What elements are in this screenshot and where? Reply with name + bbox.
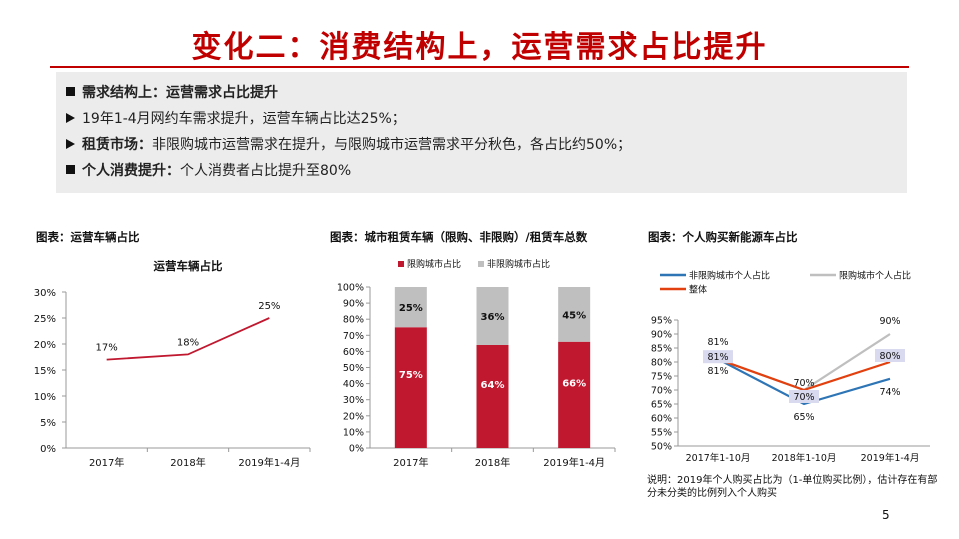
data-label: 65% [793, 412, 814, 423]
y-tick-label: 20% [343, 411, 364, 422]
title-divider [50, 66, 909, 68]
y-tick-label: 80% [343, 315, 364, 326]
y-tick-label: 95% [651, 316, 672, 327]
bar-segment [394, 327, 427, 448]
data-label: 18% [177, 337, 199, 348]
x-tick-label: 2018年 [170, 456, 205, 469]
y-tick-label: 90% [651, 330, 672, 341]
bullet-rental-market: 租赁市场：非限购城市运营需求在提升，与限购城市运营需求平分秋色，各占比约50%； [66, 132, 907, 158]
bar-segment [476, 344, 509, 448]
x-tick-label: 2017年 [89, 456, 124, 469]
legend-label: 整体 [689, 284, 707, 296]
x-tick-label: 2018年1-10月 [772, 452, 837, 464]
bullet-bold: 需求结构上：运营需求占比提升 [82, 85, 278, 101]
data-label: 80% [879, 351, 900, 362]
page-number: 5 [882, 508, 890, 522]
y-tick-label: 5% [40, 418, 56, 429]
y-tick-label: 30% [34, 288, 56, 299]
bar-segment [394, 287, 427, 328]
bar-segment [558, 287, 591, 342]
legend-label: 非限购城市占比 [487, 258, 550, 270]
bullet-bold: 个人消费提升： [82, 163, 180, 179]
y-tick-label: 15% [34, 366, 56, 377]
y-tick-label: 50% [343, 363, 364, 374]
y-tick-label: 20% [34, 340, 56, 351]
y-tick-label: 40% [343, 379, 364, 390]
chart3-caption: 图表：个人购买新能源车占比 [648, 230, 798, 244]
data-label: 81% [707, 337, 728, 348]
data-label-box [875, 349, 905, 362]
page-title: 变化二：消费结构上，运营需求占比提升 [191, 30, 768, 65]
bullet-text: 19年1-4月网约车需求提升，运营车辆占比达25%； [82, 111, 406, 127]
y-tick-label: 60% [651, 414, 672, 425]
legend-label: 限购城市占比 [407, 258, 461, 270]
bar-label: 36% [481, 312, 505, 323]
chart1-caption: 图表：运营车辆占比 [36, 230, 140, 244]
data-label: 81% [707, 352, 728, 363]
bar-label: 64% [481, 380, 505, 391]
y-tick-label: 0% [349, 444, 364, 455]
y-tick-label: 85% [651, 344, 672, 355]
bullet-demand-structure: 需求结构上：运营需求占比提升 [66, 80, 907, 106]
legend-swatch [478, 261, 484, 267]
y-tick-label: 10% [343, 427, 364, 438]
operating-vehicle-line-chart: 运营车辆占比 0% 5% 10% 15% 20% 25% 30% 2017年 2018年 2019年… [34, 259, 311, 469]
series-line [717, 358, 891, 406]
bullet-personal-consumption: 个人消费提升：个人消费者占比提升至80% [66, 158, 907, 184]
x-tick-label: 2017年1-10月 [686, 452, 751, 464]
data-label-box [703, 350, 733, 364]
data-label: 25% [258, 301, 280, 312]
y-tick-label: 70% [343, 331, 364, 342]
x-tick-label: 2019年1-4月 [543, 456, 605, 469]
bar-segment [476, 287, 509, 345]
bar-label: 66% [562, 378, 586, 389]
y-tick-label: 50% [651, 442, 672, 453]
square-bullet-icon [66, 87, 75, 96]
y-tick-label: 30% [343, 395, 364, 406]
square-bullet-icon [66, 165, 75, 174]
x-tick-label: 2017年 [393, 456, 428, 469]
data-label: 90% [879, 316, 900, 327]
data-label: 17% [96, 343, 118, 354]
y-tick-label: 60% [343, 347, 364, 358]
data-label: 70% [793, 392, 814, 403]
y-tick-label: 70% [651, 386, 672, 397]
legend-swatch [398, 261, 404, 267]
bullet-text: 个人消费者占比提升至80% [180, 163, 352, 179]
summary-box: 需求结构上：运营需求占比提升 19年1-4月网约车需求提升，运营车辆占比达25%… [56, 72, 907, 193]
y-tick-label: 55% [651, 428, 672, 439]
chart3-note: 说明：2019年个人购买占比为（1-单位购买比例），估计存在有部分未分类的比例列… [647, 475, 938, 499]
x-tick-label: 2019年1-4月 [238, 456, 300, 469]
y-tick-label: 100% [337, 283, 364, 294]
y-tick-label: 90% [343, 299, 364, 310]
y-tick-label: 0% [40, 444, 56, 455]
bar-label: 45% [562, 310, 586, 321]
data-label: 74% [879, 387, 900, 398]
arrow-bullet-icon [66, 113, 75, 123]
data-label: 70% [793, 378, 814, 389]
legend-label: 限购城市个人占比 [839, 270, 911, 282]
y-tick-label: 65% [651, 400, 672, 411]
y-tick-label: 10% [34, 392, 56, 403]
data-label-box [789, 390, 819, 403]
y-tick-label: 75% [651, 372, 672, 383]
bar-label: 25% [399, 303, 423, 314]
data-label: 81% [707, 366, 728, 377]
bullet-text: 非限购城市运营需求在提升，与限购城市运营需求平分秋色，各占比约50%； [152, 137, 632, 153]
rental-vehicle-stacked-bar-chart: 限购城市占比 非限购城市占比 0% 10% 20% 30% 40% 50% 60% 70% 80% 9… [337, 258, 616, 469]
series-line [106, 317, 270, 361]
bullet-ride-hailing: 19年1-4月网约车需求提升，运营车辆占比达25%； [66, 106, 907, 132]
bar-label: 75% [399, 370, 423, 381]
y-tick-label: 25% [34, 314, 56, 325]
chart2-caption: 图表：城市租赁车辆（限购、非限购）/租赁车总数 [330, 230, 588, 244]
x-tick-label: 2019年1-4月 [861, 452, 920, 464]
bar-segment [558, 341, 591, 448]
x-tick-label: 2018年 [475, 456, 510, 469]
chart-title: 运营车辆占比 [154, 259, 223, 273]
arrow-bullet-icon [66, 139, 75, 149]
legend-label: 非限购城市个人占比 [689, 270, 770, 282]
y-tick-label: 80% [651, 358, 672, 369]
bullet-bold: 租赁市场： [82, 137, 152, 153]
